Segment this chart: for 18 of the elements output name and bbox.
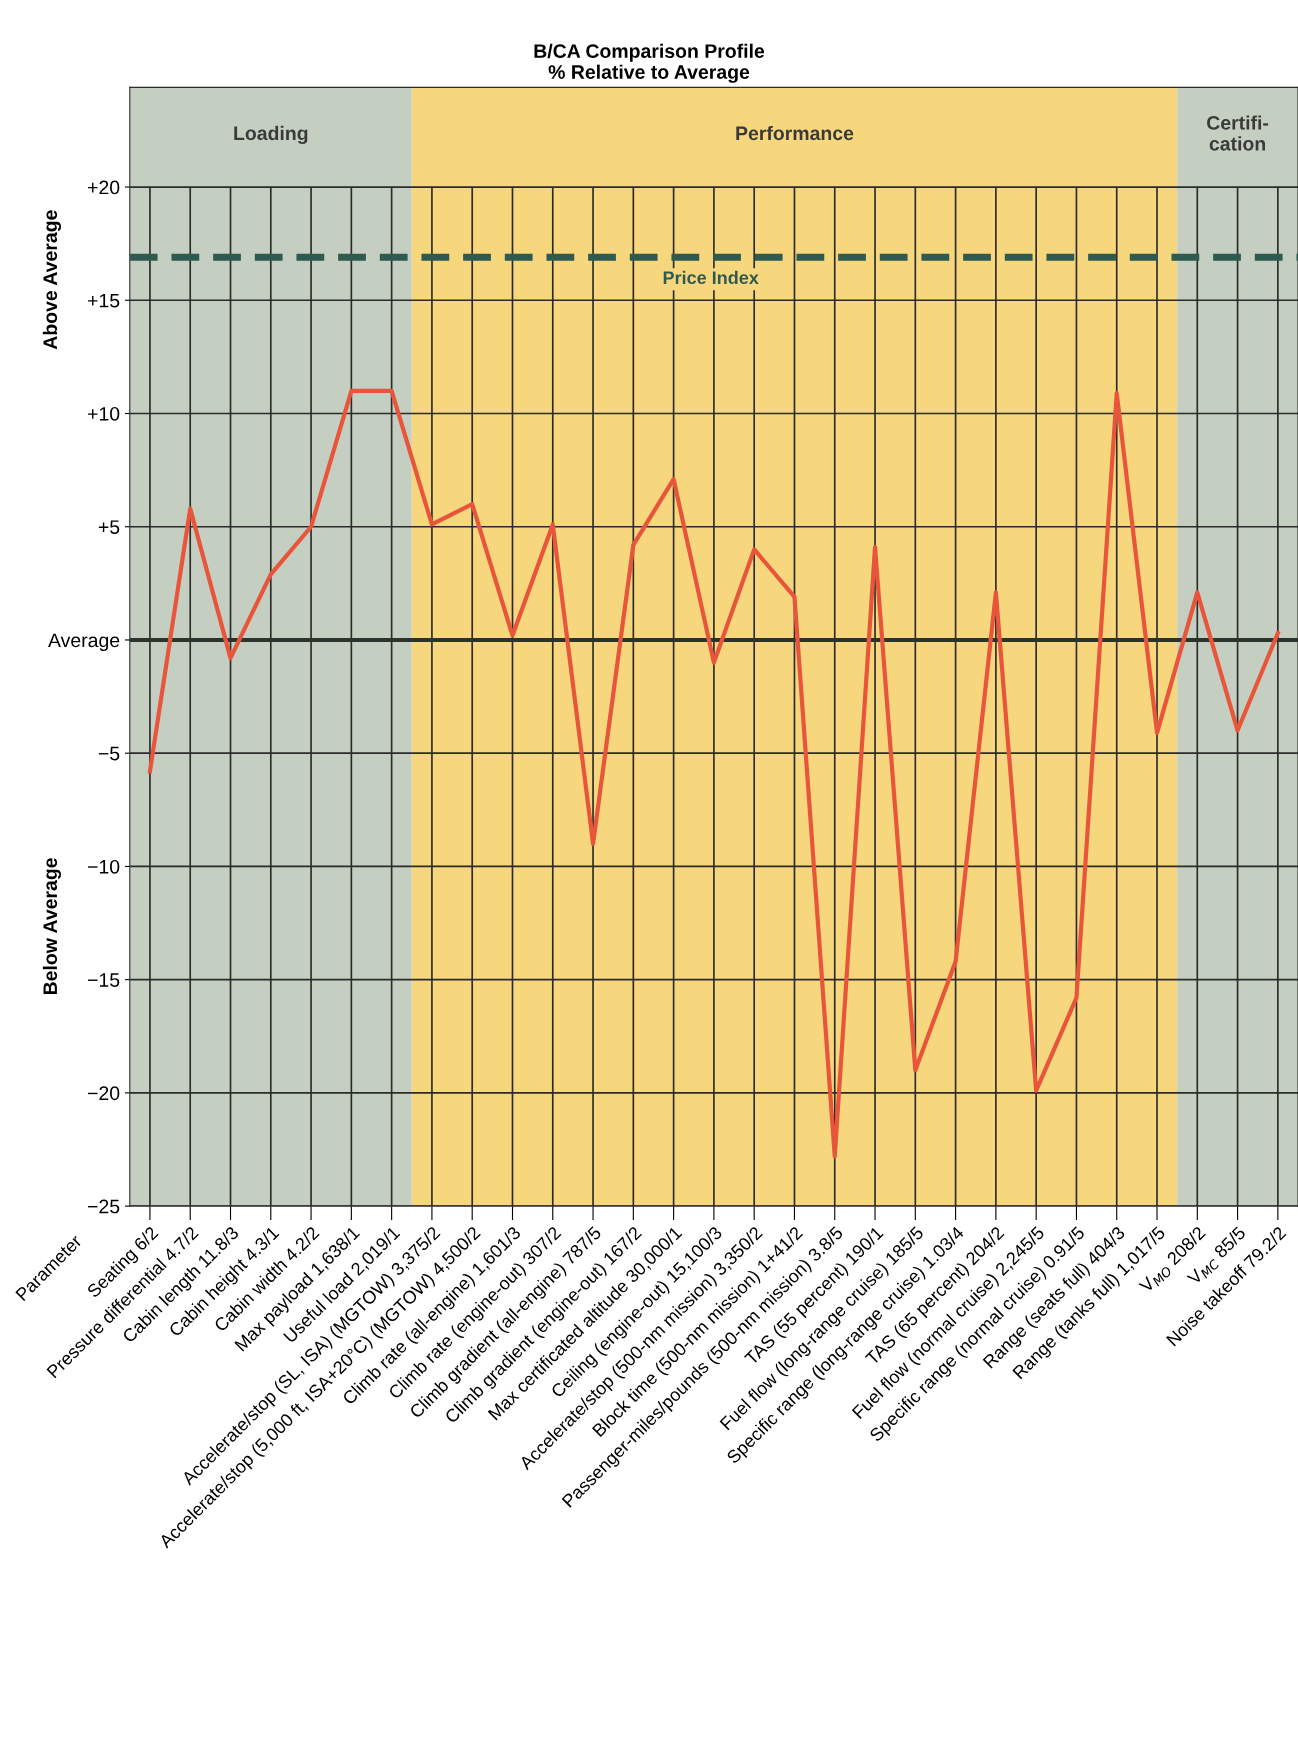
y-tick-label: +15	[88, 293, 120, 308]
ref-line-label: Price Index	[663, 270, 759, 285]
chart-title: B/CA Comparison Profile % Relative to Average	[534, 43, 765, 83]
y-tick-label: −10	[88, 859, 120, 874]
text: Above Average	[42, 210, 62, 350]
band-label: Loading	[234, 125, 308, 145]
y-tick-label: Average	[48, 633, 120, 652]
text: Below Average	[42, 858, 62, 995]
y-tick-label: +20	[88, 180, 120, 195]
band-label: Certifi- cation	[1207, 115, 1269, 151]
band-label: Performance	[736, 125, 854, 141]
y-tick-label: −15	[88, 973, 120, 987]
y-tick-label: +10	[88, 406, 120, 421]
y-tick-label: −25	[88, 1199, 120, 1214]
y-tick-label: −5	[98, 746, 120, 761]
y-tick-label: +5	[98, 520, 120, 534]
line-series	[147, 388, 1280, 1159]
y-tick-label: −20	[88, 1086, 120, 1101]
